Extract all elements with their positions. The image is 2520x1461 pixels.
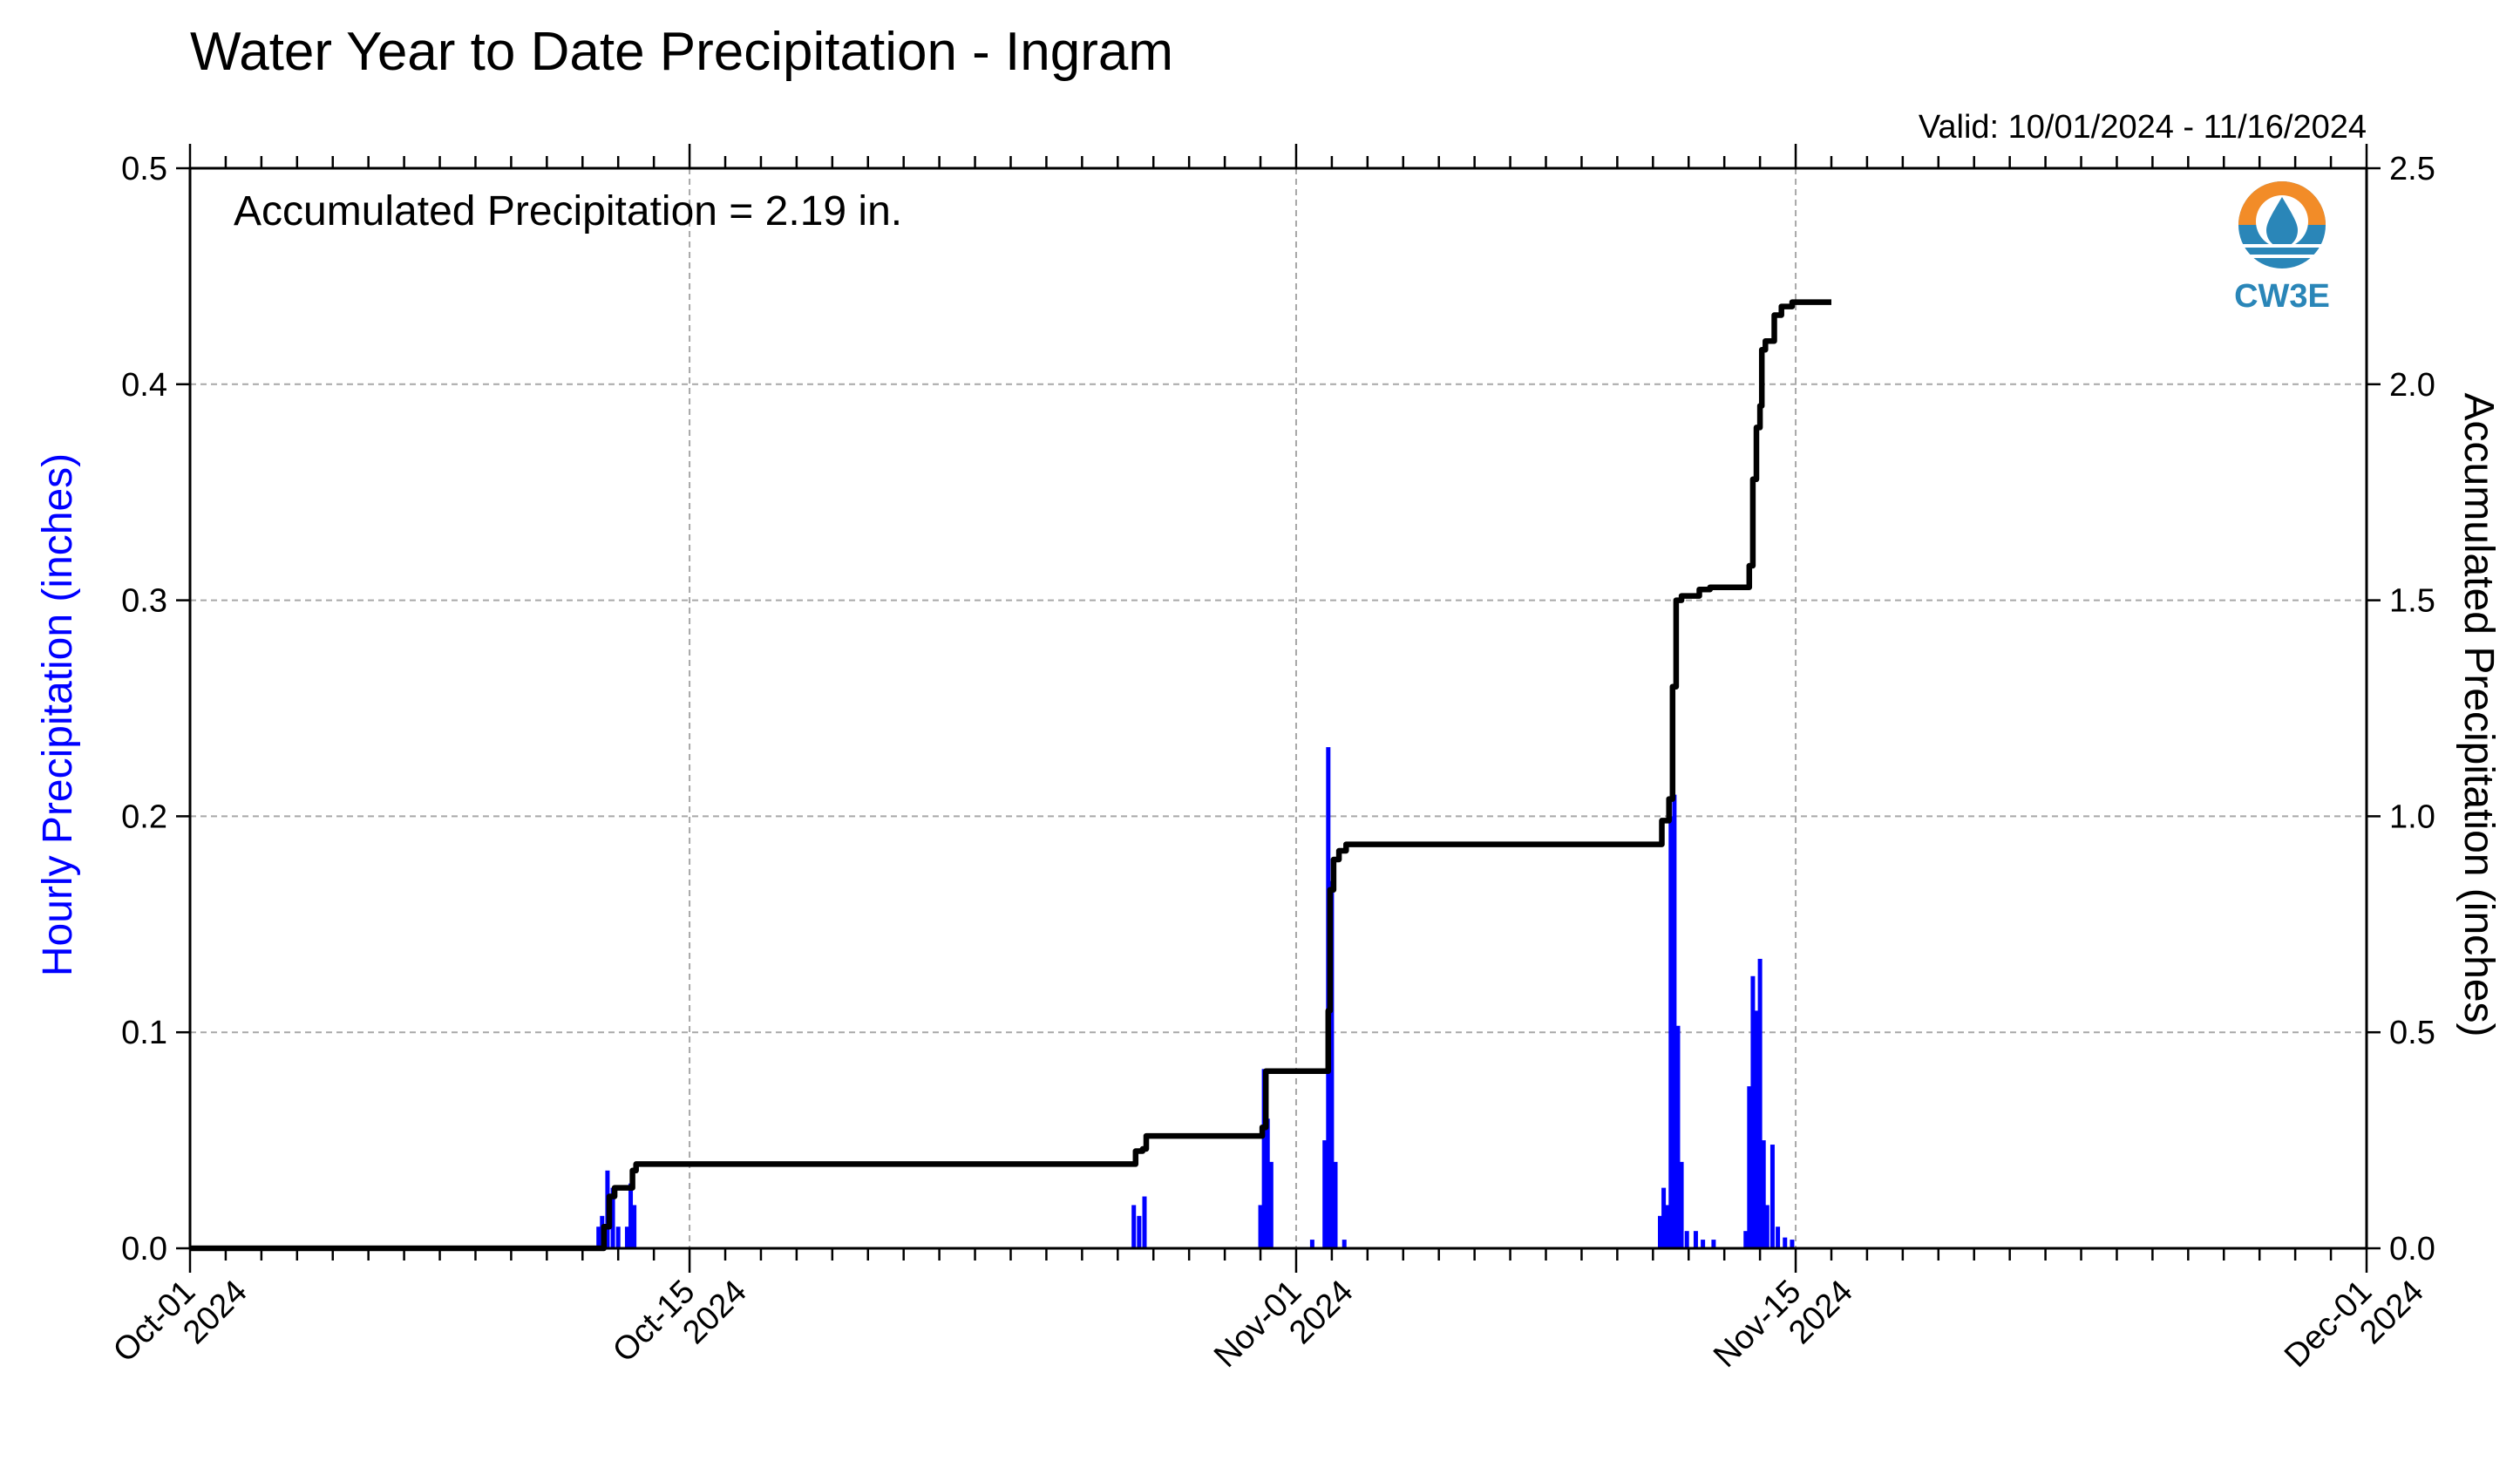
hourly-bar <box>1661 1187 1667 1248</box>
hourly-bar <box>1261 1069 1267 1248</box>
y-tick-label-right: 1.0 <box>2389 798 2435 835</box>
y-tick-label-right: 2.0 <box>2389 367 2435 404</box>
hourly-bar <box>1757 958 1763 1248</box>
hourly-bar <box>1711 1240 1716 1248</box>
hourly-bar <box>1668 816 1674 1248</box>
y-tick-label-left: 0.1 <box>121 1015 167 1051</box>
hourly-bar <box>1142 1196 1147 1248</box>
hourly-bar <box>1137 1215 1142 1248</box>
hourly-bar <box>1743 1231 1749 1248</box>
hourly-bar <box>1790 1240 1795 1248</box>
y-tick-label-right: 1.5 <box>2389 583 2435 620</box>
hourly-bar <box>1701 1240 1706 1248</box>
hourly-bar <box>1258 1205 1263 1248</box>
hourly-bar <box>1329 880 1335 1248</box>
hourly-bar <box>615 1227 621 1248</box>
hourly-bar <box>1309 1240 1314 1248</box>
y-tick-label-left: 0.3 <box>121 583 167 620</box>
grid-lines <box>190 168 2367 1248</box>
hourly-bar <box>1783 1237 1788 1248</box>
hourly-bar <box>1764 1205 1769 1248</box>
hourly-bar <box>1679 1161 1684 1248</box>
cw3e-logo: CW3E <box>2234 181 2330 315</box>
y-tick-label-left: 0.5 <box>121 151 167 187</box>
hourly-bar <box>1672 794 1677 1248</box>
hourly-bar <box>624 1227 629 1248</box>
x-tick-label: Oct-012024 <box>106 1247 255 1396</box>
accumulated-annotation: Accumulated Precipitation = 2.19 in. <box>234 188 902 234</box>
hourly-bar <box>1131 1205 1137 1248</box>
y-axis-label-left: Hourly Precipitation (inches) <box>35 453 81 976</box>
hourly-bar <box>1769 1145 1775 1248</box>
valid-date-range: Valid: 10/01/2024 - 11/16/2024 <box>1919 109 2367 146</box>
y-tick-label-right: 2.5 <box>2389 151 2435 187</box>
hourly-bar <box>1657 1215 1662 1248</box>
hourly-bar <box>1693 1231 1698 1248</box>
hourly-bar <box>1665 1205 1670 1248</box>
hourly-bar <box>1265 1118 1270 1248</box>
y-tick-label-left: 0.2 <box>121 798 167 835</box>
x-tick-label: Oct-152024 <box>606 1247 754 1396</box>
hourly-bar <box>1761 1140 1766 1248</box>
hourly-bar <box>1747 1086 1752 1248</box>
x-tick-label: Dec-012024 <box>2278 1247 2431 1401</box>
hourly-bar <box>1684 1231 1689 1248</box>
hourly-bar <box>1754 1010 1759 1248</box>
hourly-bar <box>610 1187 615 1248</box>
hourly-bar <box>1322 1140 1328 1248</box>
hourly-bar <box>1675 1025 1681 1248</box>
plot-frame <box>188 166 2368 1250</box>
accumulated-line <box>190 299 1831 1252</box>
hourly-bar <box>1333 1161 1338 1248</box>
x-tick-label: Nov-152024 <box>1707 1247 1860 1401</box>
hourly-bar <box>1776 1227 1781 1248</box>
y-tick-label-left: 0.4 <box>121 367 167 404</box>
hourly-bar <box>632 1205 637 1248</box>
hourly-bar <box>1268 1161 1274 1248</box>
y-tick-label-right: 0.0 <box>2389 1231 2435 1267</box>
hourly-bar <box>1342 1240 1347 1248</box>
hourly-bar <box>628 1183 634 1248</box>
hourly-bar <box>596 1227 601 1248</box>
y-tick-label-right: 0.5 <box>2389 1015 2435 1051</box>
hourly-bar <box>1750 975 1756 1248</box>
chart-title: Water Year to Date Precipitation - Ingra… <box>190 22 1173 82</box>
logo-text: CW3E <box>2234 278 2330 315</box>
hourly-bars <box>596 747 1795 1248</box>
y-tick-label-left: 0.0 <box>121 1231 167 1267</box>
water-drop-icon <box>2266 197 2298 248</box>
x-tick-label: Nov-012024 <box>1207 1247 1361 1401</box>
y-axis-label-right: Accumulated Precipitation (inches) <box>2455 392 2502 1036</box>
